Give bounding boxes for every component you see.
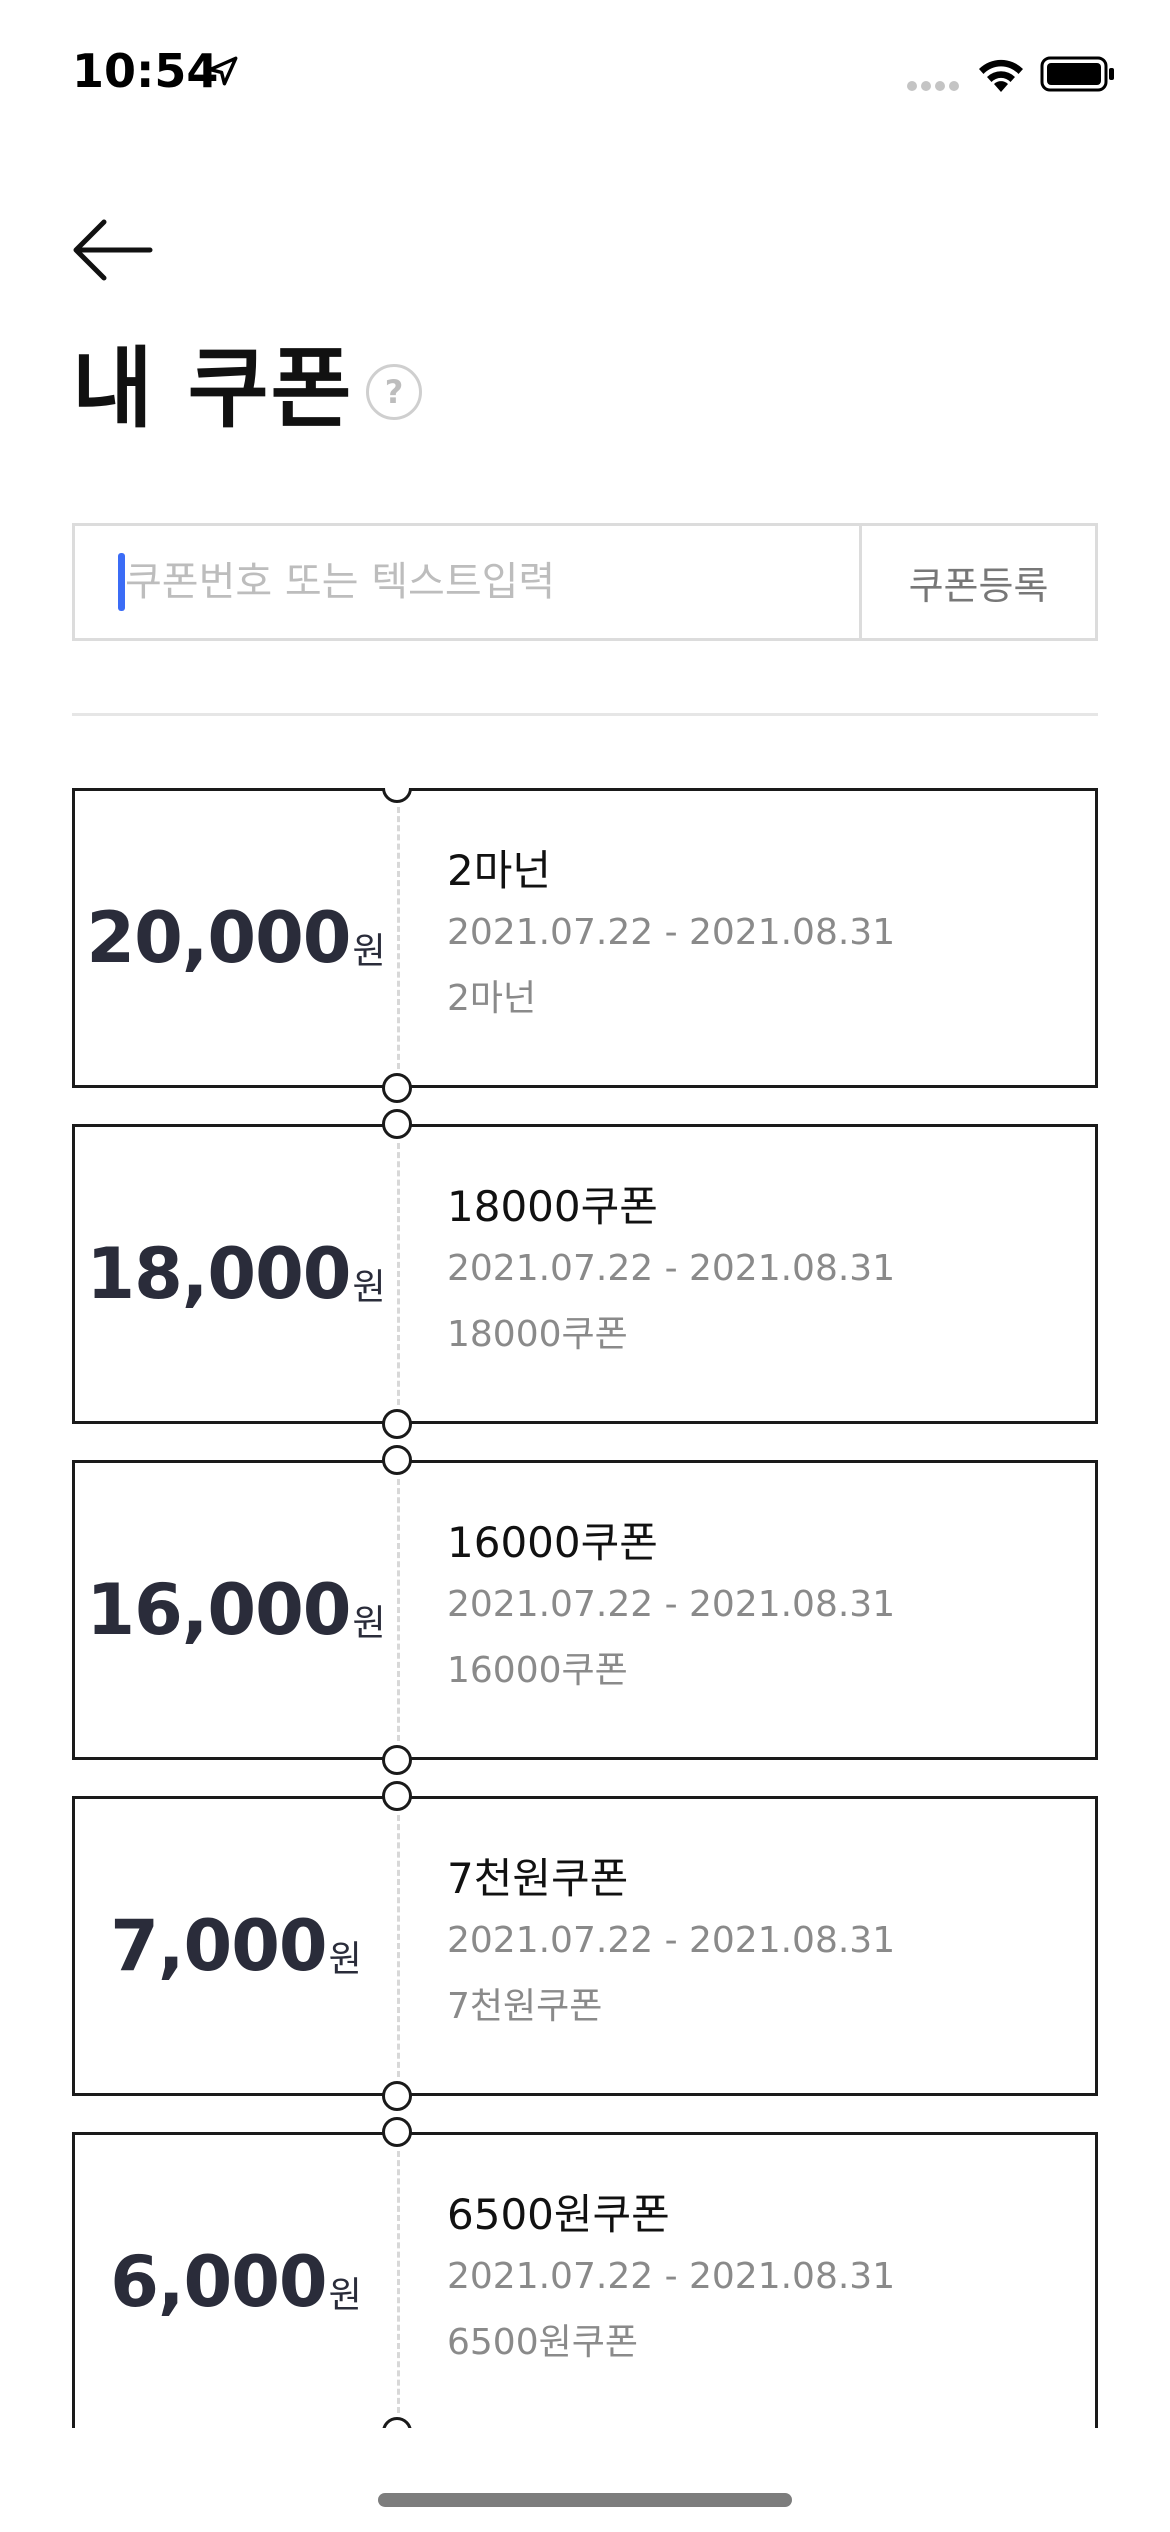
cellular-signal-icon	[907, 81, 959, 91]
coupon-amount-unit: 원	[328, 2275, 362, 2316]
coupon-amount-unit: 원	[352, 1603, 386, 1644]
coupon-name: 16000쿠폰	[447, 1518, 658, 1567]
coupon-validity-period: 2021.07.22 - 2021.08.31	[447, 1584, 896, 1625]
coupon-amount: 20,000	[86, 897, 351, 979]
coupon-validity-period: 2021.07.22 - 2021.08.31	[447, 1920, 896, 1961]
coupon-description: 6500원쿠폰	[447, 2322, 638, 2363]
coupon-details: 16000쿠폰 2021.07.22 - 2021.08.31 16000쿠폰	[447, 1515, 895, 1697]
ticket-notch	[382, 1409, 412, 1439]
ticket-notch	[382, 1745, 412, 1775]
ticket-notch	[382, 2117, 412, 2147]
battery-icon	[1040, 56, 1114, 92]
coupon-description: 7천원쿠폰	[447, 1986, 603, 2027]
coupon-card[interactable]: 20,000 원 2마넌 2021.07.22 - 2021.08.31 2마넌	[72, 788, 1098, 1103]
coupon-amount: 7,000	[110, 1905, 327, 1987]
coupon-validity-period: 2021.07.22 - 2021.08.31	[447, 1248, 896, 1289]
coupon-list: 20,000 원 2마넌 2021.07.22 - 2021.08.31 2마넌 …	[72, 788, 1098, 2428]
coupon-amount-area: 20,000 원	[75, 791, 397, 1085]
divider	[72, 713, 1098, 716]
coupon-details: 2마넌 2021.07.22 - 2021.08.31 2마넌	[447, 843, 895, 1025]
perforation-line	[397, 1143, 400, 1405]
coupon-card[interactable]: 7,000 원 7천원쿠폰 2021.07.22 - 2021.08.31 7천원…	[72, 1781, 1098, 2111]
perforation-line	[397, 1815, 400, 2077]
coupon-amount: 18,000	[86, 1233, 351, 1315]
coupon-name: 6500원쿠폰	[447, 2190, 670, 2239]
ticket-notch	[382, 1109, 412, 1139]
coupon-amount: 16,000	[86, 1569, 351, 1651]
ticket-notch	[382, 1445, 412, 1475]
coupon-amount-unit: 원	[328, 1939, 362, 1980]
coupon-description: 18000쿠폰	[447, 1314, 628, 1355]
coupon-card[interactable]: 16,000 원 16000쿠폰 2021.07.22 - 2021.08.31 …	[72, 1445, 1098, 1775]
help-icon[interactable]: ?	[366, 364, 422, 420]
coupon-name: 18000쿠폰	[447, 1182, 658, 1231]
coupon-amount-area: 7,000 원	[75, 1799, 397, 2093]
coupon-description: 2마넌	[447, 978, 537, 1019]
coupon-details: 18000쿠폰 2021.07.22 - 2021.08.31 18000쿠폰	[447, 1179, 895, 1361]
ticket-notch	[382, 2081, 412, 2111]
coupon-details: 6500원쿠폰 2021.07.22 - 2021.08.31 6500원쿠폰	[447, 2187, 895, 2369]
coupon-register-button[interactable]: 쿠폰등록	[859, 526, 1095, 638]
coupon-code-input[interactable]	[75, 526, 859, 638]
perforation-line	[397, 2151, 400, 2413]
coupon-name: 2마넌	[447, 846, 552, 895]
coupon-amount-unit: 원	[352, 1267, 386, 1308]
coupon-card[interactable]: 18,000 원 18000쿠폰 2021.07.22 - 2021.08.31 …	[72, 1109, 1098, 1439]
coupon-details: 7천원쿠폰 2021.07.22 - 2021.08.31 7천원쿠폰	[447, 1851, 895, 2033]
status-bar: 10:54	[0, 0, 1170, 150]
location-arrow-icon	[208, 56, 238, 86]
coupon-amount-area: 16,000 원	[75, 1463, 397, 1757]
coupon-amount: 6,000	[110, 2241, 327, 2323]
coupon-card[interactable]: 6,000 원 6500원쿠폰 2021.07.22 - 2021.08.31 6…	[72, 2117, 1098, 2428]
ticket-notch	[382, 1073, 412, 1103]
coupon-register-form: 쿠폰등록	[72, 523, 1098, 641]
back-arrow-icon[interactable]	[70, 218, 154, 282]
perforation-line	[397, 807, 400, 1069]
wifi-icon	[979, 59, 1023, 92]
status-time: 10:54	[72, 44, 219, 98]
coupon-amount-area: 6,000 원	[75, 2135, 397, 2428]
ticket-notch	[382, 1781, 412, 1811]
home-indicator[interactable]	[378, 2493, 792, 2507]
text-caret	[118, 553, 125, 611]
coupon-name: 7천원쿠폰	[447, 1854, 629, 1903]
coupon-description: 16000쿠폰	[447, 1650, 628, 1691]
coupon-amount-area: 18,000 원	[75, 1127, 397, 1421]
page-title: 내 쿠폰	[72, 337, 354, 440]
perforation-line	[397, 1479, 400, 1741]
coupon-validity-period: 2021.07.22 - 2021.08.31	[447, 2256, 896, 2297]
coupon-amount-unit: 원	[352, 931, 386, 972]
coupon-validity-period: 2021.07.22 - 2021.08.31	[447, 912, 896, 953]
